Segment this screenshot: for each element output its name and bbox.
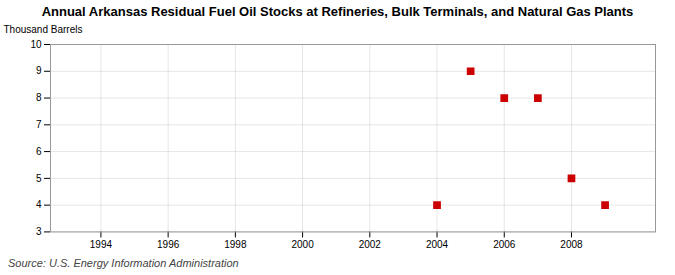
svg-text:10: 10 — [30, 38, 42, 49]
svg-text:2002: 2002 — [359, 239, 382, 250]
svg-text:6: 6 — [36, 145, 42, 156]
svg-text:2004: 2004 — [426, 239, 449, 250]
svg-text:Thousand Barrels: Thousand Barrels — [4, 23, 83, 34]
svg-text:7: 7 — [36, 119, 42, 130]
svg-text:1996: 1996 — [157, 239, 180, 250]
html-text:Annual Arkansas Residual Fuel: Annual Arkansas Residual Fuel Oil Stocks… — [41, 4, 634, 19]
svg-text:2000: 2000 — [291, 239, 314, 250]
html-text:Source: U.S. Energy Informatio: Source: U.S. Energy Information Administ… — [8, 257, 239, 269]
svg-text:8: 8 — [36, 92, 42, 103]
svg-text:1998: 1998 — [224, 239, 247, 250]
svg-text:9: 9 — [36, 65, 42, 76]
svg-text:1994: 1994 — [90, 239, 113, 250]
svg-text:3: 3 — [36, 226, 42, 237]
svg-text:2008: 2008 — [560, 239, 583, 250]
svg-text:4: 4 — [36, 199, 42, 210]
svg-text:5: 5 — [36, 172, 42, 183]
svg-text:2006: 2006 — [493, 239, 516, 250]
